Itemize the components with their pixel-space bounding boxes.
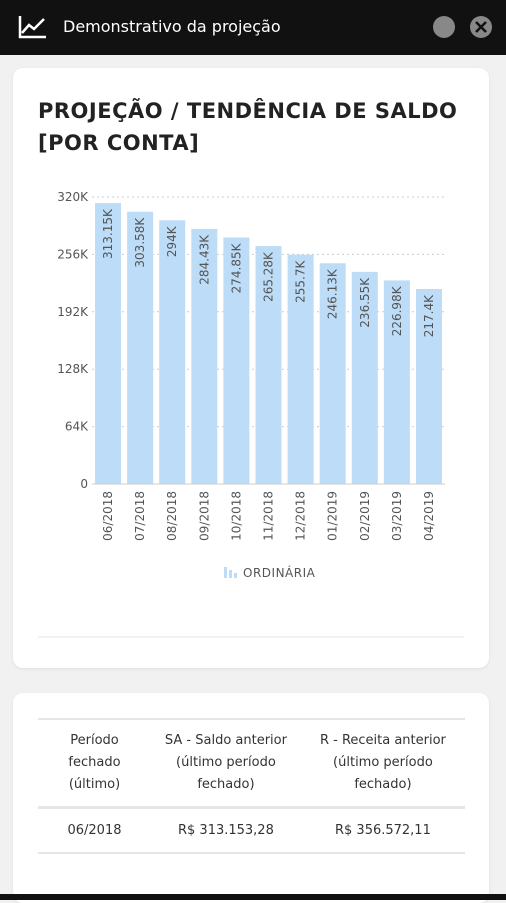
value-label: 284.43K bbox=[197, 234, 211, 285]
table-cell: 06/2018 bbox=[38, 807, 151, 854]
bar bbox=[127, 211, 154, 484]
legend-icon bbox=[224, 567, 227, 578]
bar bbox=[159, 220, 186, 484]
y-tick-label: 192K bbox=[57, 305, 89, 319]
bar bbox=[255, 246, 282, 484]
y-tick-label: 64K bbox=[65, 420, 89, 434]
bar bbox=[351, 271, 378, 484]
value-label: 294K bbox=[165, 225, 179, 257]
x-tick-label: 02/2019 bbox=[358, 491, 372, 541]
value-label: 226.98K bbox=[390, 285, 404, 336]
close-icon bbox=[475, 21, 487, 33]
value-label: 255.7K bbox=[294, 260, 308, 303]
summary-table: Período fechado (último) SA - Saldo anter… bbox=[38, 718, 465, 854]
table-cell: R$ 356.572,11 bbox=[300, 807, 465, 854]
chart-card: PROJEÇÃO / TENDÊNCIA DE SALDO [POR CONTA… bbox=[13, 68, 489, 668]
bar bbox=[287, 254, 314, 484]
x-tick-label: 12/2018 bbox=[294, 491, 308, 541]
bar bbox=[415, 289, 442, 484]
value-label: 274.85K bbox=[229, 242, 243, 293]
app-bar-icons bbox=[18, 16, 492, 39]
y-tick-label: 0 bbox=[80, 477, 88, 491]
legend-label: ORDINÁRIA bbox=[243, 565, 316, 580]
value-label: 217.4K bbox=[422, 294, 436, 337]
value-label: 246.13K bbox=[326, 268, 340, 319]
settings-button[interactable] bbox=[433, 16, 455, 38]
y-tick-label: 256K bbox=[57, 247, 89, 261]
table-cell: R$ 313.153,28 bbox=[151, 807, 301, 854]
bottom-bar bbox=[0, 894, 506, 900]
column-header: SA - Saldo anterior (último período fech… bbox=[151, 718, 301, 809]
column-header: R - Receita anterior (último período fec… bbox=[300, 718, 465, 809]
x-tick-label: 07/2018 bbox=[133, 491, 147, 541]
bar bbox=[191, 228, 218, 484]
value-label: 236.55K bbox=[358, 277, 372, 328]
column-header: Período fechado (último) bbox=[38, 718, 151, 809]
x-tick-label: 10/2018 bbox=[229, 491, 243, 541]
app-title: Demonstrativo da projeção bbox=[63, 17, 281, 36]
legend-icon bbox=[234, 573, 237, 578]
chart-icon bbox=[18, 16, 46, 39]
value-label: 313.15K bbox=[101, 208, 115, 259]
x-tick-label: 03/2019 bbox=[390, 491, 404, 541]
y-tick-label: 320K bbox=[57, 190, 89, 204]
chart: 0 64K 128K 192K 256K 320K 313.15K 303.58K 294K 28… bbox=[38, 190, 464, 638]
table-card: Período fechado (último) SA - Saldo anter… bbox=[13, 693, 489, 903]
x-tick-label: 08/2018 bbox=[165, 491, 179, 541]
x-tick-label: 11/2018 bbox=[262, 491, 276, 541]
x-tick-label: 04/2019 bbox=[422, 491, 436, 541]
bar bbox=[223, 237, 250, 484]
legend-icon bbox=[229, 570, 232, 578]
x-tick-label: 06/2018 bbox=[101, 491, 115, 541]
y-tick-label: 128K bbox=[57, 362, 89, 376]
app-bar: Demonstrativo da projeção bbox=[0, 0, 506, 55]
x-tick-label: 09/2018 bbox=[197, 491, 211, 541]
chart-title: PROJEÇÃO / TENDÊNCIA DE SALDO [POR CONTA… bbox=[38, 99, 458, 155]
value-label: 303.58K bbox=[133, 217, 147, 268]
bar bbox=[383, 280, 410, 484]
bar bbox=[95, 203, 122, 484]
bar bbox=[319, 263, 346, 484]
value-label: 265.28K bbox=[262, 251, 276, 302]
x-tick-label: 01/2019 bbox=[326, 491, 340, 541]
table-row: 06/2018 R$ 313.153,28 R$ 356.572,11 bbox=[38, 807, 465, 854]
